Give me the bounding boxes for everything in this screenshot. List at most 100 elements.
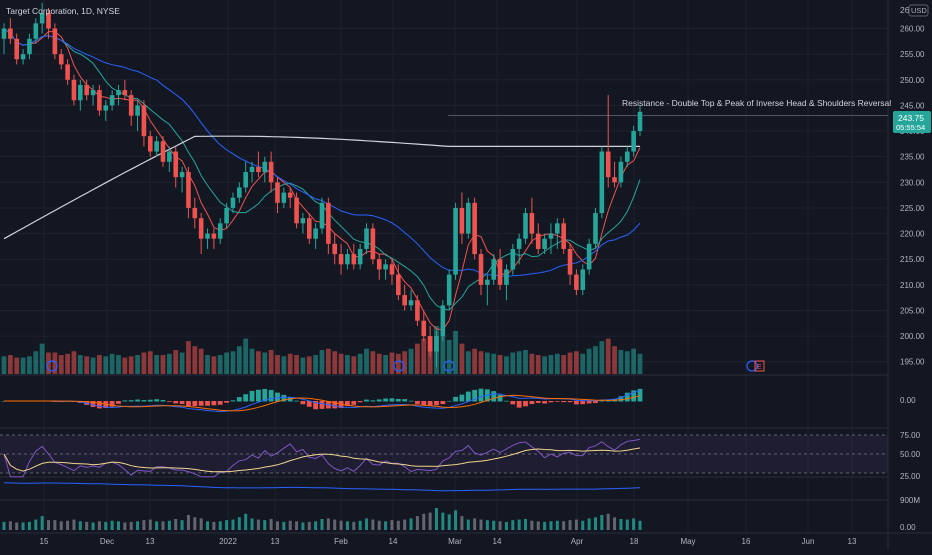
candle-body [510, 248, 516, 270]
volume-histogram-bar [466, 519, 470, 530]
earnings-marker-icon[interactable] [746, 360, 758, 372]
volume-histogram-bar [613, 517, 617, 530]
volume-bar [27, 356, 32, 374]
macd-histogram-bar [154, 399, 160, 402]
macd-histogram-bar [465, 391, 471, 402]
volume-bar [491, 353, 497, 374]
candle-body [516, 238, 522, 249]
volume-bar [383, 355, 388, 374]
macd-histogram-bar [599, 400, 605, 402]
volume-histogram-bar [193, 517, 197, 530]
volume-histogram-pane [2, 508, 642, 530]
price-tick-label: 220.00 [900, 230, 925, 239]
upcoming-earnings-label: E [757, 364, 762, 371]
candle-body [33, 23, 39, 39]
candle-body [262, 161, 268, 173]
volume-histogram-bar [568, 520, 572, 530]
volume-bar [593, 346, 598, 374]
time-tick-label: 13 [848, 537, 857, 546]
earnings-marker-icon[interactable] [393, 360, 405, 372]
volume-bar [275, 355, 280, 374]
volume-bar [338, 353, 344, 374]
currency-label: USD [911, 6, 927, 15]
candle-body [230, 197, 236, 208]
volume-bar [605, 338, 611, 374]
volume-histogram-bar [186, 514, 190, 530]
volume-bar [415, 343, 420, 374]
volume-histogram-bar [161, 521, 165, 530]
time-tick-label: May [680, 537, 695, 546]
macd-histogram-bar [637, 388, 643, 402]
volume-histogram-bar [256, 519, 260, 530]
volume-bar [497, 355, 503, 374]
currency-badge[interactable] [908, 4, 929, 17]
time-tick-label: Jun [802, 537, 815, 546]
macd-histogram-bar [287, 397, 293, 402]
macd-histogram-bar [561, 401, 567, 403]
candle-body [637, 111, 643, 132]
macd-histogram-bar [427, 401, 433, 406]
candle-body [326, 202, 331, 244]
volume-bar [351, 356, 357, 374]
volume-bar [166, 353, 172, 374]
candle-body [147, 136, 153, 152]
macd-tick-label: 0.00 [900, 396, 916, 405]
candle-body [268, 161, 274, 183]
event-markers[interactable]: E [46, 360, 765, 372]
candle-body [415, 300, 420, 321]
volume-histogram-bar [40, 516, 44, 530]
countdown-timer: 05:55:54 [896, 123, 925, 132]
rsi-tick-label: 75.00 [900, 431, 921, 440]
macd-histogram-bar [256, 389, 261, 402]
time-axis[interactable]: 15 Dec 13 2022 13 Feb 14 Mar 14 Apr 18 May 16 Jun 13 [40, 537, 857, 546]
volume-histogram-bar [415, 516, 419, 530]
volume-histogram-bar [116, 521, 120, 530]
macd-histogram-bar [510, 401, 516, 405]
candle-body [408, 300, 414, 306]
volume-bar [472, 348, 478, 374]
candle-body [243, 172, 248, 188]
volume-bar [71, 351, 77, 374]
candle-body [97, 90, 102, 111]
candle-body [427, 336, 433, 352]
time-tick-label: 14 [493, 537, 502, 546]
volume-bar [453, 331, 458, 374]
macd-histogram-bar [580, 401, 586, 405]
candle-body [141, 105, 147, 137]
resistance-annotation[interactable]: Resistance - Double Top & Peak of Invers… [622, 98, 891, 108]
candle-body [135, 105, 140, 116]
volume-histogram-bar [632, 518, 636, 530]
volume-histogram-bar [15, 522, 19, 530]
macd-histogram-bar [351, 401, 357, 405]
price-tick-label: 205.00 [900, 306, 925, 315]
macd-histogram-bar [504, 400, 509, 402]
candle-body [631, 131, 636, 152]
osc-pane [3, 482, 641, 492]
volume-histogram-bar [333, 519, 337, 530]
macd-histogram-bar [249, 390, 255, 402]
macd-histogram-bar [574, 401, 579, 405]
volume-bars [1, 326, 643, 374]
macd-histogram-bar [186, 401, 191, 407]
macd-histogram-bar [586, 401, 592, 404]
candle-body [485, 279, 490, 285]
candle-body [300, 218, 306, 224]
volume-bar [510, 352, 516, 374]
volume-histogram-bar [91, 522, 95, 530]
volume-histogram-bar [295, 521, 299, 530]
candle-body [364, 228, 369, 249]
volume-histogram-bar [345, 521, 349, 530]
candle-body [535, 233, 541, 249]
candle-body [376, 259, 382, 270]
earnings-marker-icon[interactable] [46, 360, 58, 372]
earnings-marker-icon[interactable] [443, 360, 455, 372]
candle-body [14, 38, 20, 60]
macd-histogram-bar [179, 401, 185, 404]
volume-histogram-bar [263, 520, 267, 530]
macd-histogram-bar [275, 392, 280, 402]
upcoming-earnings-icon[interactable] [754, 360, 765, 372]
price-tick-label: 210.00 [900, 281, 925, 290]
